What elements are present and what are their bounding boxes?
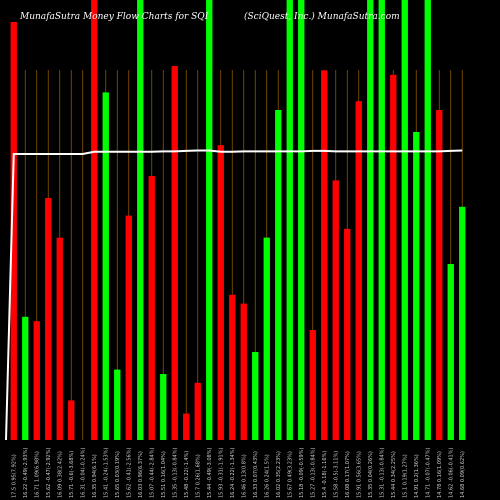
- x-tick-label: 15.93 -0.31(-1.91%): [218, 448, 224, 498]
- bar: [137, 0, 144, 440]
- x-tick-label: 16.09 0.38(2.42%): [57, 451, 63, 498]
- bar: [263, 237, 270, 440]
- x-tick-label: 16.08 0.17(1.07%): [345, 451, 351, 498]
- bar: [68, 400, 75, 440]
- x-tick-label: 15.62 -0.41(-2.56%): [126, 448, 132, 498]
- bar: [183, 413, 190, 440]
- bar: [229, 294, 236, 440]
- x-tick-label: 15.48 -0.22(-1.4%): [184, 451, 190, 498]
- bar: [171, 66, 178, 440]
- bar: [102, 92, 109, 441]
- x-tick-label: 15.44 0.34(2.25%): [391, 451, 397, 498]
- x-tick-label: 15.41 -0.24(-1.53%): [103, 448, 109, 498]
- x-tick-label: 15.1 0.19(1.27%): [402, 454, 408, 498]
- x-tick-label: 16.71 1.09(6.98%): [34, 451, 40, 498]
- bar: [321, 70, 328, 441]
- bar: [424, 0, 431, 440]
- bar: [125, 215, 132, 440]
- bar: [309, 330, 316, 440]
- x-tick-label: 15.67 0.49(3.23%): [287, 451, 293, 498]
- bar: [367, 0, 374, 440]
- bar: [45, 198, 52, 440]
- chart-subtitle: (SciQuest, Inc.) MunafaSutra.com: [244, 12, 400, 22]
- bar: [217, 145, 224, 440]
- bar: [240, 303, 247, 440]
- x-tick-label: 14.91 0.2(1.36%): [414, 454, 420, 498]
- x-tick-label: 15.91 0.56(3.65%): [356, 451, 362, 498]
- x-tick-label: 15.27 -0.13(-0.84%): [310, 448, 316, 498]
- x-tick-label: 15.65 0.03(0.19%): [115, 451, 121, 498]
- x-tick-label: 16.33 0.07(0.43%): [253, 451, 259, 498]
- bar: [298, 0, 305, 440]
- x-tick-label: 15.7 0.26(1.68%): [195, 454, 201, 498]
- x-tick-label: 15.35 0.04(0.26%): [368, 451, 374, 498]
- x-tick-label: 15.44 -0.49(-3.08%): [207, 448, 213, 498]
- x-tick-label: 16.35 0.94(6.1%): [92, 454, 98, 498]
- bar: [378, 0, 385, 440]
- x-tick-label: 16.24 -0.22(-1.34%): [230, 448, 236, 498]
- chart-title: MunafaSutra Money Flow Charts for SQI: [20, 12, 209, 22]
- x-tick-label: 16.46 0.13(0.8%): [241, 454, 247, 498]
- bar: [436, 110, 443, 440]
- bar: [332, 180, 339, 440]
- bar: [355, 101, 362, 440]
- x-tick-label: 14.78 0.16(1.09%): [437, 451, 443, 498]
- bar: [413, 132, 420, 440]
- x-tick-label: 15.18 -0.09(-0.59%): [299, 448, 305, 498]
- x-tick-label: 15.31 -0.13(-0.84%): [379, 448, 385, 498]
- bar: [10, 22, 17, 440]
- x-tick-label: 17.5 0.95(7.92%): [11, 454, 17, 498]
- x-tick-label: 15.35 -0.13(-0.84%): [172, 448, 178, 498]
- x-tick-label: 15.51 0.16(1.04%): [161, 451, 167, 498]
- x-tick-label: 15.07 -0.44(-2.84%): [149, 448, 155, 498]
- x-tick-label: 16.26 0.24(1.5%): [264, 454, 270, 498]
- bar: [344, 228, 351, 440]
- x-tick-label: 14.62 -0.06(-0.41%): [448, 448, 454, 498]
- bar: [206, 0, 213, 440]
- x-tick-label: 14.68 0.09(0.62%): [460, 451, 466, 498]
- bar: [459, 206, 466, 440]
- bar: [275, 110, 282, 440]
- bar: [160, 374, 167, 440]
- x-tick-label: 15.4 -0.18(-1.16%): [322, 451, 328, 498]
- bar: [114, 369, 121, 440]
- bar: [390, 74, 397, 441]
- x-axis-labels: 17.5 0.95(7.92%) 16.22 -0.49(-2.93%) 16.71…: [11, 448, 466, 498]
- bar: [33, 321, 40, 440]
- x-tick-label: 16.02 0.35(2.23%): [276, 451, 282, 498]
- money-flow-line: [5, 149, 463, 441]
- bar: [401, 0, 408, 440]
- x-tick-label: 16.22 -0.49(-2.93%): [23, 448, 29, 498]
- bar: [56, 237, 63, 440]
- bars: [10, 0, 466, 441]
- bar: [148, 176, 155, 440]
- x-tick-label: 16.31 -0.04(-0.24%): [80, 448, 86, 498]
- bar: [252, 352, 259, 440]
- bar: [22, 316, 29, 440]
- bar: [91, 0, 98, 440]
- bar: [194, 382, 201, 440]
- money-flow-line-path: [5, 149, 463, 441]
- x-tick-label: 15.62 -0.47(-2.92%): [46, 448, 52, 498]
- x-tick-label: 16.03 0.96(6.37%): [138, 451, 144, 498]
- bar: [447, 264, 454, 440]
- x-tick-label: 15.71 -0.6(-3.68%): [69, 451, 75, 498]
- x-tick-label: 15.58 -0.5(-3.11%): [333, 451, 339, 498]
- x-tick-label: 14.71 -0.07(-0.47%): [425, 448, 431, 498]
- bar: [286, 0, 293, 440]
